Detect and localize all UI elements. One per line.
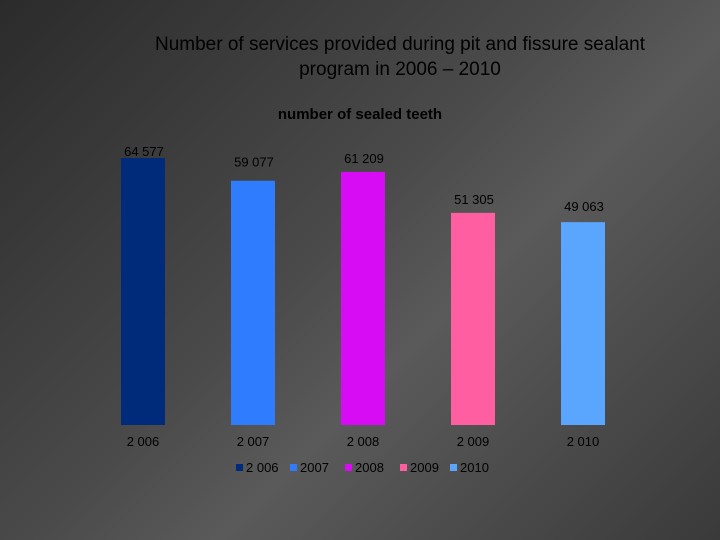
x-tick-label: 2 010 xyxy=(567,434,600,449)
legend-swatch xyxy=(400,464,407,471)
data-labels-group: 64 577 59 077 61 209 51 305 49 063 xyxy=(124,144,604,214)
chart-title: number of sealed teeth xyxy=(278,106,442,123)
legend-swatch xyxy=(345,464,352,471)
bars-group xyxy=(121,158,605,425)
bar-2009 xyxy=(451,212,495,425)
slide-title: Number of services provided during pit a… xyxy=(60,32,720,82)
x-tick-label: 2 009 xyxy=(457,434,490,449)
x-tick-label: 2 006 xyxy=(127,434,160,449)
bar-2010 xyxy=(561,222,605,425)
legend-label: 2 006 xyxy=(246,460,279,475)
legend-label: 2010 xyxy=(460,460,489,475)
bar-2008 xyxy=(341,171,385,425)
data-label: 59 077 xyxy=(234,155,274,170)
data-label: 64 577 xyxy=(124,144,164,159)
x-tick-labels-group: 2 006 2 007 2 008 2 009 2 010 xyxy=(127,434,600,449)
legend: 2 006 2007 2008 2009 2010 xyxy=(236,460,489,475)
slide-title-line-1: Number of services provided during pit a… xyxy=(154,34,646,55)
legend-label: 2008 xyxy=(355,460,384,475)
legend-label: 2007 xyxy=(300,460,329,475)
bar-2007 xyxy=(231,180,275,425)
legend-swatch xyxy=(236,464,243,471)
slide-title-line-2: program in 2006 – 2010 xyxy=(299,59,501,80)
legend-swatch xyxy=(450,464,457,471)
legend-swatch xyxy=(290,464,297,471)
data-label: 61 209 xyxy=(344,151,384,166)
x-tick-label: 2 008 xyxy=(347,434,380,449)
data-label: 51 305 xyxy=(454,192,494,207)
data-label: 49 063 xyxy=(564,199,604,214)
legend-label: 2009 xyxy=(410,460,439,475)
x-tick-label: 2 007 xyxy=(237,434,270,449)
bar-2006 xyxy=(121,158,165,425)
